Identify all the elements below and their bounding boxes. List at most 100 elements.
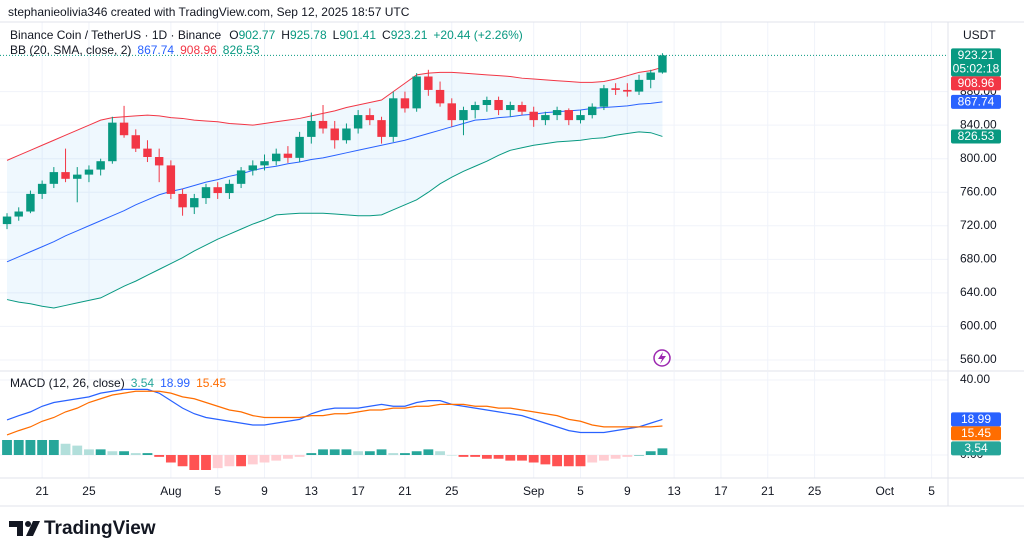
candle-body (178, 193, 187, 208)
y-tick-label: 720.00 (960, 218, 997, 232)
candle-body (84, 169, 94, 175)
candle-body (14, 211, 23, 217)
legend-item: 902.77 (239, 28, 276, 42)
band-line (6, 66, 663, 161)
x-tick-label: 13 (305, 484, 319, 498)
candle-body (166, 165, 176, 194)
histogram-bar (645, 451, 656, 455)
legend-item: 3.54 (131, 376, 155, 390)
x-tick-label: 13 (667, 484, 681, 498)
y-tick-label: 760.00 (960, 184, 997, 198)
candle-body (307, 120, 316, 137)
x-tick-label: Sep (523, 484, 545, 498)
y-tick-label: 800.00 (960, 151, 997, 165)
candle-body (400, 98, 410, 109)
candle-body (143, 148, 152, 158)
candle-body (61, 172, 70, 179)
histogram-bar (25, 439, 36, 455)
histogram-bar (294, 454, 305, 457)
candle-body (283, 153, 293, 158)
histogram-bar (598, 454, 609, 461)
legend-item: C (382, 28, 391, 42)
histogram-bar (493, 454, 504, 459)
candle-body (389, 98, 398, 137)
histogram-bar (306, 453, 317, 455)
price-badge (951, 412, 1001, 427)
candle-body (529, 111, 538, 121)
candle-body (271, 153, 281, 162)
candle-body (377, 120, 386, 137)
candle-body (435, 89, 445, 104)
signal-line (6, 390, 663, 436)
histogram-bar (282, 454, 293, 459)
histogram-bar (271, 454, 282, 461)
brand-logo (9, 521, 40, 536)
legend-item: 925.78 (290, 28, 327, 42)
histogram-bar (470, 454, 481, 457)
histogram-bar (528, 454, 539, 463)
currency: USDT (963, 28, 996, 42)
candle-body (447, 103, 456, 121)
countdown: 05:02:18 (953, 62, 1000, 76)
histogram-bar (13, 439, 24, 455)
legend-item: BB (20, SMA, close, 2) (10, 43, 131, 57)
histogram-bar (130, 453, 141, 455)
plot (0, 53, 948, 470)
x-tick-label: 17 (351, 484, 365, 498)
legend-item: O (229, 28, 238, 42)
candle-body (646, 72, 655, 80)
histogram-bar (2, 439, 12, 455)
histogram-bar (329, 449, 340, 455)
candle-body (599, 88, 609, 107)
event-icon[interactable] (653, 349, 671, 367)
candle-body (201, 187, 211, 199)
histogram-bar (552, 454, 563, 467)
candle-body (576, 115, 585, 121)
price-badge-label: 908.96 (958, 76, 995, 90)
candle-body (494, 99, 503, 111)
histogram-bar (189, 454, 200, 470)
histogram-bar (388, 453, 399, 455)
histogram-bar (154, 454, 165, 457)
candle-body (459, 110, 468, 121)
histogram-bar (341, 449, 352, 455)
legend-item: MACD (12, 26, close) (10, 376, 125, 390)
price-badge-label: 15.45 (961, 426, 991, 440)
x-tick-label: 5 (577, 484, 584, 498)
histogram-bar (610, 454, 621, 459)
price-badge-label: 867.74 (958, 95, 995, 109)
band-line (6, 131, 663, 309)
x-tick-label: 21 (398, 484, 412, 498)
x-tick-label: 25 (82, 484, 96, 498)
histogram-bar (411, 451, 422, 455)
legend-item: +20.44 (+2.26%) (433, 28, 522, 42)
histogram-bar (142, 453, 153, 455)
price-legend: Binance Coin / TetherUS · 1D · Binance O9… (10, 28, 523, 42)
y-tick-label: 600.00 (960, 319, 997, 333)
candle-body (225, 183, 234, 194)
overlay-layer: Binance Coin / TetherUS · 1D · Binance O9… (10, 28, 1001, 456)
candle-body (482, 99, 492, 106)
x-tick-label: Oct (875, 484, 894, 498)
histogram-bar (435, 451, 445, 455)
histogram-bar (575, 454, 586, 467)
histogram-bar (165, 454, 176, 463)
legend-item: 18.99 (160, 376, 190, 390)
candle-body (611, 88, 620, 90)
legend-item: 15.45 (196, 376, 226, 390)
y-tick-label: 40.00 (960, 372, 990, 386)
band-fill (7, 67, 663, 308)
attribution: stephanieolivia346 created with TradingV… (8, 5, 410, 19)
histogram-bar (201, 454, 211, 470)
brand: TradingView (44, 518, 156, 539)
price-badge-label: 923.21 (958, 48, 995, 62)
candle-body (330, 128, 339, 141)
price-badge-label: 18.99 (961, 412, 991, 426)
histogram-bar (37, 439, 48, 455)
x-tick-label: 25 (445, 484, 459, 498)
candle-body (73, 174, 82, 179)
histogram-bar (60, 443, 71, 455)
candle-body (470, 105, 480, 111)
legend-item: 901.41 (339, 28, 376, 42)
